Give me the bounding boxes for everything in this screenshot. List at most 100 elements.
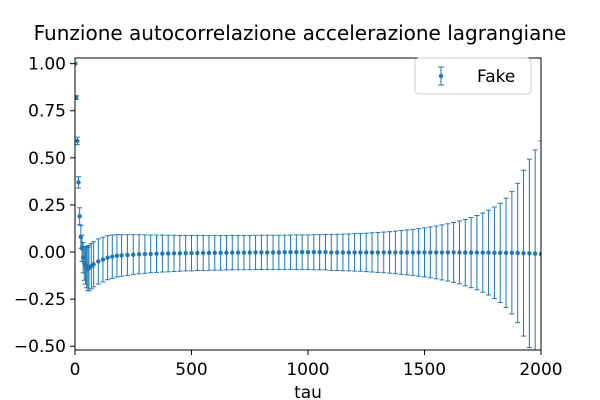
data-point (75, 61, 78, 66)
data-point (468, 250, 474, 255)
data-point (340, 250, 346, 255)
data-point (334, 250, 340, 255)
data-point (498, 250, 503, 255)
data-point (346, 250, 351, 255)
data-point (439, 250, 445, 255)
data-point (323, 250, 328, 255)
data-point (457, 250, 462, 255)
data-point (527, 251, 532, 256)
data-point (265, 250, 270, 255)
data-point (96, 259, 101, 264)
data-point (410, 250, 416, 255)
data-point (276, 250, 282, 255)
data-point (212, 250, 217, 255)
data-point (270, 250, 276, 255)
data-point (294, 250, 299, 255)
data-point (148, 251, 153, 257)
data-point (399, 250, 404, 255)
data-point (422, 250, 427, 255)
y-tick-label: −0.50 (14, 337, 66, 357)
y-axis: −0.50 −0.25 0.00 0.25 0.50 0.75 1.00 (14, 55, 75, 357)
data-point (521, 250, 526, 256)
legend: Fake (414, 57, 532, 95)
error-bar (538, 140, 541, 350)
data-point (131, 252, 136, 257)
data-point (288, 250, 293, 255)
chart-title: Funzione autocorrelazione accelerazione … (34, 21, 567, 45)
data-point (206, 250, 212, 256)
data-point (282, 250, 287, 255)
x-tick-label: 1000 (286, 360, 329, 380)
data-point (509, 250, 515, 255)
x-axis-label: tau (294, 383, 322, 400)
data-point (538, 251, 541, 257)
data-point (247, 250, 252, 255)
data-point (515, 250, 520, 256)
data-point (195, 250, 200, 256)
data-point (474, 250, 480, 255)
data-point (393, 250, 398, 255)
data-point (305, 250, 311, 255)
data-point (189, 250, 194, 256)
data-point (166, 251, 171, 256)
data-point (387, 250, 392, 255)
data-point (416, 250, 421, 255)
legend-label: Fake (477, 67, 515, 87)
data-point (381, 250, 386, 255)
data-point (230, 250, 235, 255)
data-point (451, 250, 456, 255)
data-point (503, 250, 509, 255)
data-point (125, 252, 130, 258)
data-point (183, 250, 188, 256)
data-point (259, 250, 264, 255)
data-point (433, 250, 439, 255)
data-point (352, 250, 357, 255)
y-tick-label: 0.50 (28, 149, 66, 169)
x-tick-label: 500 (175, 360, 207, 380)
data-point (224, 250, 229, 255)
data-point (218, 250, 223, 255)
data-point (404, 250, 410, 255)
data-point (171, 251, 177, 256)
data-point (142, 251, 148, 257)
data-point (253, 250, 258, 255)
x-tick-label: 1500 (403, 360, 446, 380)
data-point (480, 250, 485, 255)
data-point (114, 253, 120, 259)
data-point (329, 250, 334, 255)
data-point (177, 251, 183, 256)
x-tick-label: 0 (70, 360, 81, 380)
data-point (317, 250, 322, 255)
data-point (428, 250, 433, 255)
legend-marker (438, 66, 444, 86)
data-point (241, 250, 247, 255)
data-point (100, 257, 106, 262)
data-point (91, 262, 96, 267)
data-point (77, 214, 82, 219)
y-tick-label: 0.75 (28, 102, 66, 122)
data-point (369, 250, 375, 255)
y-tick-label: 0.25 (28, 196, 66, 216)
data-point (136, 252, 142, 257)
data-point (235, 250, 241, 255)
plot-area (75, 61, 541, 350)
data-point (200, 250, 206, 256)
x-axis: 0 500 1000 1500 2000 (70, 350, 563, 380)
data-point (311, 250, 317, 255)
data-point (463, 250, 468, 255)
data-point (110, 254, 115, 259)
data-point (160, 251, 165, 256)
data-point (375, 250, 381, 255)
data-point (299, 250, 305, 255)
x-tick-label: 2000 (519, 360, 562, 380)
data-point (486, 250, 491, 255)
data-point (105, 255, 110, 260)
data-point (358, 250, 363, 255)
data-point (492, 250, 497, 255)
data-point (75, 138, 80, 144)
y-tick-label: 0.00 (28, 243, 66, 263)
data-point (75, 95, 79, 100)
data-point (364, 250, 369, 255)
data-point (119, 253, 124, 258)
